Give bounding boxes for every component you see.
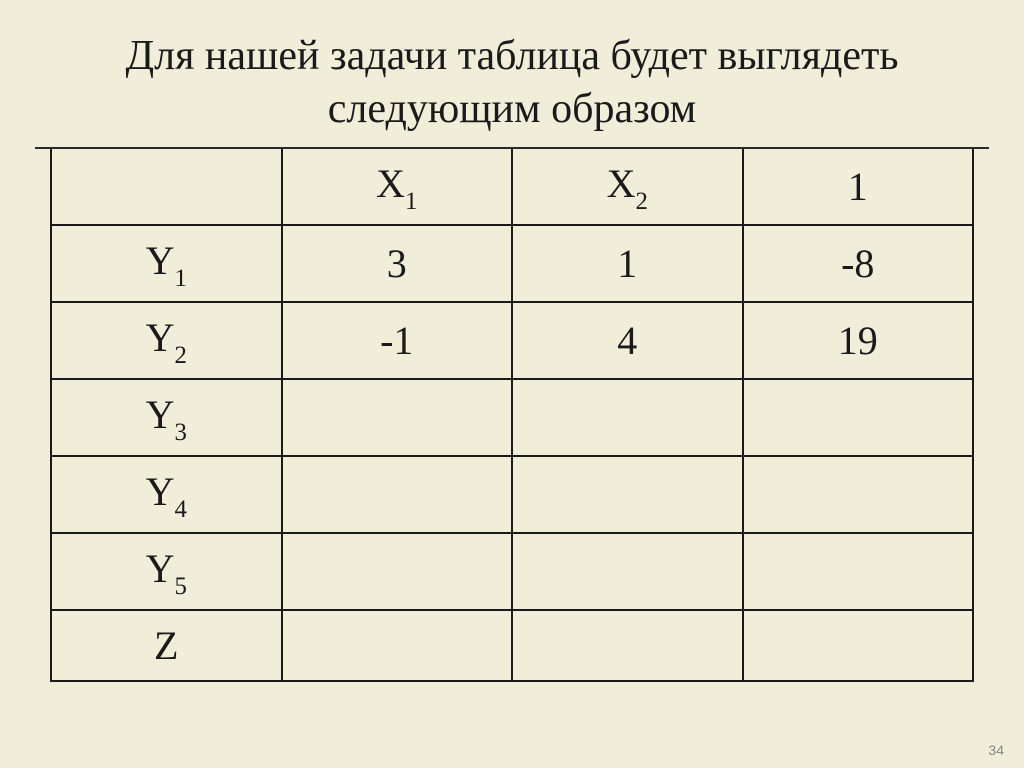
row-label-y2: Y2 xyxy=(51,302,282,379)
table-cell: 28 xyxy=(743,379,974,456)
table-row: Y4 -1 1 -4 xyxy=(51,456,973,533)
table-cell: -1 xyxy=(282,456,513,533)
table-cell: 3 xyxy=(282,225,513,302)
table-cell: 1 xyxy=(512,456,743,533)
table-cell: -3 xyxy=(512,379,743,456)
header-cell-empty xyxy=(51,149,282,225)
row-label-y5: Y5 xyxy=(51,533,282,610)
table-cell: 1 xyxy=(512,225,743,302)
table-row: Y2 -1 4 19 xyxy=(51,302,973,379)
table-row: Y1 3 1 -8 xyxy=(51,225,973,302)
table-cell: -1 xyxy=(282,302,513,379)
table-cell: 1 xyxy=(282,610,513,681)
table-row: Y5 1 3 -8 xyxy=(51,533,973,610)
data-table: X1 X2 1 Y1 3 1 -8 Y2 -1 4 19 Y3 -2 -3 28 xyxy=(50,149,974,682)
table-cell: 1 xyxy=(512,610,743,681)
table-cell: 3 xyxy=(512,533,743,610)
table-cell: -8 xyxy=(743,225,974,302)
table-header-row: X1 X2 1 xyxy=(51,149,973,225)
header-cell-1: 1 xyxy=(743,149,974,225)
table-cell: -2 xyxy=(282,379,513,456)
slide-title: Для нашей задачи таблица будет выглядеть… xyxy=(50,30,974,135)
header-cell-x1: X1 xyxy=(282,149,513,225)
page-number: 34 xyxy=(988,742,1004,758)
row-label-y4: Y4 xyxy=(51,456,282,533)
table-cell: 4 xyxy=(512,302,743,379)
row-label-y1: Y1 xyxy=(51,225,282,302)
slide-container: Для нашей задачи таблица будет выглядеть… xyxy=(0,0,1024,768)
table-cell: 1 xyxy=(282,533,513,610)
table-row: Y3 -2 -3 28 xyxy=(51,379,973,456)
header-cell-x2: X2 xyxy=(512,149,743,225)
table-cell: 19 xyxy=(743,302,974,379)
row-label-z: Z xyxy=(51,610,282,681)
table-cell: -8 xyxy=(743,533,974,610)
table-cell: -4 xyxy=(743,456,974,533)
table-body: X1 X2 1 Y1 3 1 -8 Y2 -1 4 19 Y3 -2 -3 28 xyxy=(51,149,973,681)
table-cell: 0 xyxy=(743,610,974,681)
row-label-y3: Y3 xyxy=(51,379,282,456)
table-row: Z 1 1 0 xyxy=(51,610,973,681)
